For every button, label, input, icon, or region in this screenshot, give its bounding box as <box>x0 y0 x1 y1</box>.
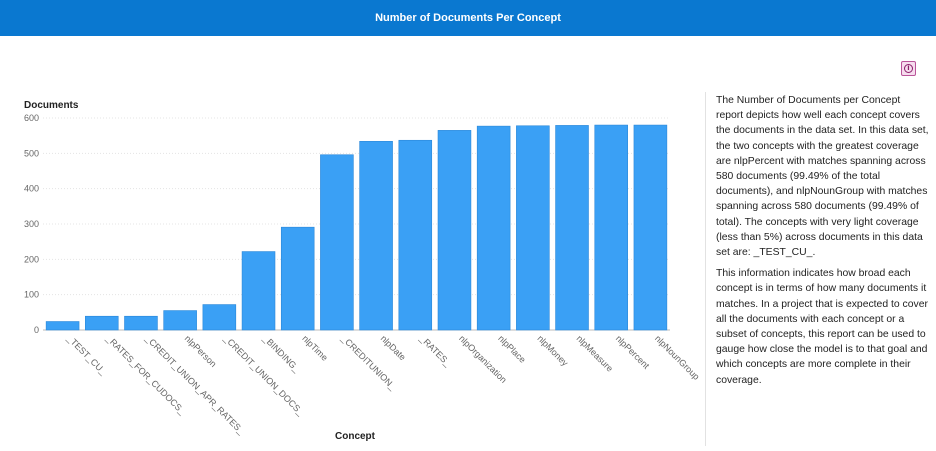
report-description: The Number of Documents per Concept repo… <box>716 93 930 394</box>
y-tick-label: 0 <box>34 325 39 335</box>
bar <box>437 130 472 331</box>
bar <box>45 321 80 331</box>
bar <box>202 304 237 331</box>
y-tick-label: 400 <box>24 184 39 194</box>
bar <box>476 125 511 331</box>
x-tick-label: _CREDIT_UNION_DOCS_ <box>221 333 306 418</box>
bar <box>320 154 354 331</box>
bar <box>280 226 315 331</box>
panel-divider <box>705 92 706 446</box>
description-paragraph-2: This information indicates how broad eac… <box>716 268 928 386</box>
description-paragraph-1: The Number of Documents per Concept repo… <box>716 95 929 259</box>
x-tick-label: _RATES_FOR_CUDOCS_ <box>104 333 188 417</box>
info-icon: i <box>904 64 913 73</box>
x-tick-label: nlpNounGroup <box>653 333 700 381</box>
bar <box>241 251 276 331</box>
bar <box>124 315 158 331</box>
x-tick-label: nlpPercent <box>614 333 652 371</box>
x-tick-label: nlpTime <box>300 333 329 362</box>
y-axis-label: Documents <box>24 100 79 111</box>
x-tick-label: _BINDING_ <box>260 333 302 375</box>
x-axis-label: Concept <box>335 431 376 442</box>
x-tick-label: nlpPlace <box>496 333 527 364</box>
x-tick-label: nlpDate <box>379 333 408 362</box>
bar <box>633 124 668 331</box>
bar <box>398 139 433 331</box>
x-tick-label: nlpPerson <box>183 333 219 369</box>
y-tick-label: 300 <box>24 219 39 229</box>
bar <box>594 124 628 331</box>
info-button[interactable]: i <box>901 61 916 76</box>
bar <box>359 141 393 331</box>
y-tick-label: 200 <box>24 254 39 264</box>
bar-chart: Documents 0 100 200 300 400 500 600 _TEST_CU_ _RA… <box>0 90 701 446</box>
bar <box>555 125 589 331</box>
bar <box>516 125 550 331</box>
x-tick-label: _TEST_CU_ <box>64 333 109 378</box>
y-tick-label: 600 <box>24 113 39 123</box>
x-tick-label: nlpMeasure <box>575 333 615 373</box>
chart-svg: Documents0100200300400500600_TEST_CU__RA… <box>24 100 701 442</box>
x-tick-label: _RATES_ <box>417 333 453 369</box>
y-tick-label: 100 <box>24 290 39 300</box>
report-title: Number of Documents Per Concept <box>375 12 561 24</box>
x-tick-label: nlpMoney <box>535 333 570 368</box>
bar <box>85 315 119 331</box>
y-tick-label: 500 <box>24 148 39 158</box>
bar <box>163 310 197 331</box>
report-header: Number of Documents Per Concept <box>0 0 936 36</box>
